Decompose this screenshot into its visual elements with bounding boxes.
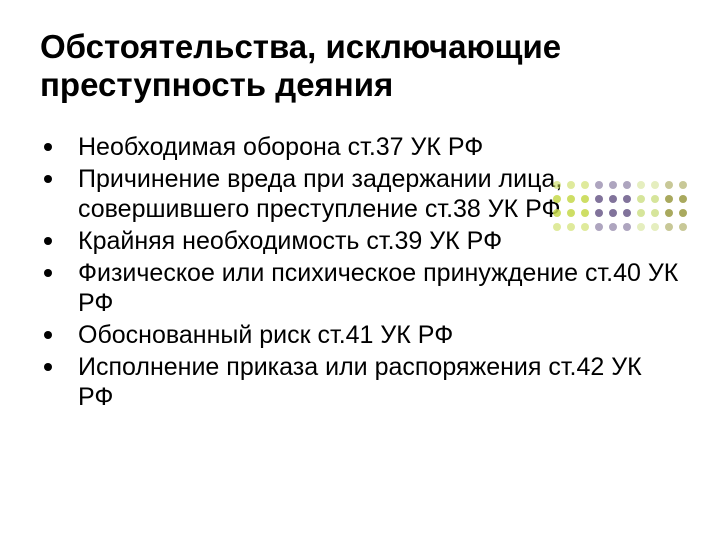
decoration-dot (567, 223, 575, 231)
decoration-dot (609, 223, 617, 231)
bullet-item: Физическое или психическое принуждение с… (44, 258, 680, 318)
bullet-dot-icon (44, 269, 52, 277)
decoration-dot (637, 181, 645, 189)
bullet-dot-icon (44, 331, 52, 339)
decoration-dot (567, 181, 575, 189)
decoration-dot (637, 209, 645, 217)
decoration-dot (609, 181, 617, 189)
decoration-dot (651, 181, 659, 189)
decoration-dot (651, 195, 659, 203)
decoration-dot (567, 209, 575, 217)
bullet-text: Исполнение приказа или распоряжения ст.4… (78, 352, 680, 412)
decoration-dot (637, 195, 645, 203)
decoration-dot (651, 223, 659, 231)
bullet-dot-icon (44, 175, 52, 183)
slide-title: Обстоятельства, исключающие преступность… (40, 28, 680, 104)
slide: Обстоятельства, исключающие преступность… (0, 0, 720, 540)
bullet-item: Обоснованный риск ст.41 УК РФ (44, 320, 680, 350)
decoration-dot (595, 223, 603, 231)
decoration-dot (679, 181, 687, 189)
bullet-dot-icon (44, 237, 52, 245)
decoration-dot (595, 181, 603, 189)
decoration-dot (553, 209, 561, 217)
decoration-dot (595, 209, 603, 217)
decoration-dot (553, 223, 561, 231)
decoration-dot (623, 209, 631, 217)
bullet-item: Необходимая оборона ст.37 УК РФ (44, 132, 680, 162)
decoration-dots (550, 178, 690, 234)
decoration-dot (665, 209, 673, 217)
bullet-list: Необходимая оборона ст.37 УК РФПричинени… (44, 132, 680, 412)
decoration-dot (623, 223, 631, 231)
decoration-dot (665, 181, 673, 189)
bullet-text: Необходимая оборона ст.37 УК РФ (78, 132, 680, 162)
decoration-dot (581, 181, 589, 189)
decoration-dot (553, 181, 561, 189)
bullet-text: Обоснованный риск ст.41 УК РФ (78, 320, 680, 350)
bullet-dot-icon (44, 363, 52, 371)
decoration-dot (623, 181, 631, 189)
decoration-dot (553, 195, 561, 203)
decoration-dot (581, 223, 589, 231)
decoration-dot (665, 223, 673, 231)
decoration-dot (637, 223, 645, 231)
decoration-dot (679, 209, 687, 217)
decoration-dot (679, 195, 687, 203)
decoration-dot (581, 195, 589, 203)
decoration-dot (679, 223, 687, 231)
decoration-dot (623, 195, 631, 203)
decoration-dot (665, 195, 673, 203)
decoration-dot (595, 195, 603, 203)
bullet-dot-icon (44, 143, 52, 151)
decoration-dot (609, 195, 617, 203)
bullet-item: Исполнение приказа или распоряжения ст.4… (44, 352, 680, 412)
decoration-dot (567, 195, 575, 203)
bullet-text: Физическое или психическое принуждение с… (78, 258, 680, 318)
decoration-dot (651, 209, 659, 217)
decoration-dot (581, 209, 589, 217)
decoration-dot (609, 209, 617, 217)
